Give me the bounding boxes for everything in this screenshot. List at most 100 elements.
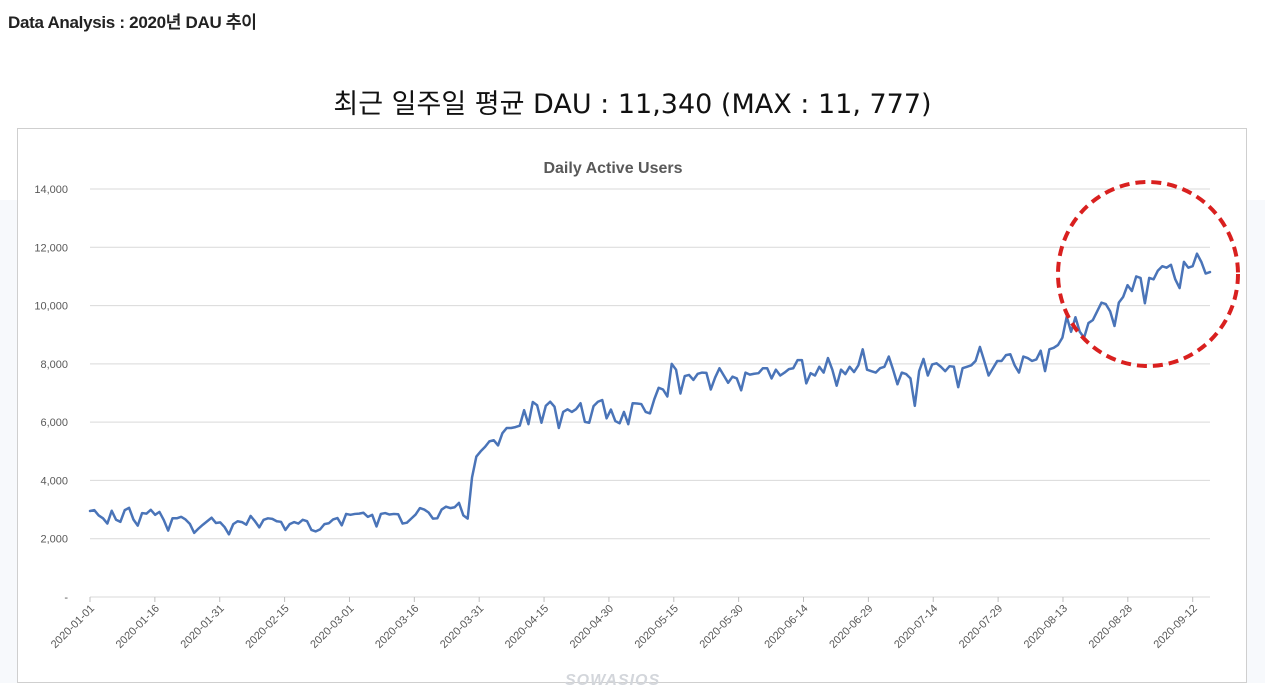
data-point	[328, 522, 330, 524]
data-point	[1013, 364, 1015, 366]
data-point	[1018, 371, 1020, 373]
data-point	[1191, 265, 1193, 267]
data-point	[1061, 336, 1063, 338]
data-point	[684, 375, 686, 377]
data-point	[1053, 347, 1055, 349]
data-point	[1170, 264, 1172, 266]
data-point	[631, 402, 633, 404]
data-point	[1165, 266, 1167, 268]
data-point	[297, 522, 299, 524]
data-point	[614, 420, 616, 422]
data-point	[592, 405, 594, 407]
data-point	[1031, 360, 1033, 362]
data-point	[128, 507, 130, 509]
data-point	[236, 520, 238, 522]
data-point	[831, 368, 833, 370]
x-tick-label: 2020-01-16	[114, 603, 162, 651]
gridlines	[90, 188, 1210, 598]
data-point	[427, 511, 429, 513]
watermark-text: SOWASIOS	[565, 672, 661, 689]
data-point	[124, 509, 126, 511]
data-point	[306, 520, 308, 522]
data-point	[111, 510, 113, 512]
data-point	[1100, 301, 1102, 303]
data-point	[983, 360, 985, 362]
y-tick-label: 12,000	[34, 242, 68, 254]
dau-summary-headline: 최근 일주일 평균 DAU : 11,340 (MAX : 11, 777)	[333, 89, 932, 120]
data-point	[862, 348, 864, 350]
y-tick-label: 8,000	[40, 359, 68, 371]
data-point	[471, 476, 473, 478]
data-point	[362, 512, 364, 514]
data-point	[957, 386, 959, 388]
data-point	[1000, 360, 1002, 362]
data-point	[206, 520, 208, 522]
y-tick-label: 10,000	[34, 301, 68, 313]
data-point	[775, 368, 777, 370]
data-point	[506, 427, 508, 429]
data-point	[137, 524, 139, 526]
data-point	[384, 512, 386, 514]
data-point	[89, 510, 91, 512]
data-point	[371, 514, 373, 516]
data-point	[948, 365, 950, 367]
data-point	[1074, 316, 1076, 318]
data-point	[493, 439, 495, 441]
data-point	[853, 371, 855, 373]
data-point	[241, 521, 243, 523]
data-point	[158, 511, 160, 513]
data-point	[1135, 275, 1137, 277]
data-point	[514, 426, 516, 428]
data-point	[953, 366, 955, 368]
data-point	[571, 411, 573, 413]
data-point	[727, 382, 729, 384]
data-point	[202, 524, 204, 526]
data-point	[349, 514, 351, 516]
y-tick-label: 14,000	[34, 184, 68, 196]
data-point	[844, 373, 846, 375]
data-point	[367, 516, 369, 518]
data-point	[197, 527, 199, 529]
data-point	[1109, 310, 1111, 312]
page-title: Data Analysis : 2020년 DAU 추이	[8, 13, 257, 32]
data-point	[636, 402, 638, 404]
data-point	[532, 401, 534, 403]
x-tick-label: 2020-08-13	[1022, 603, 1070, 651]
data-point	[597, 401, 599, 403]
data-point	[332, 518, 334, 520]
data-point	[805, 382, 807, 384]
dau-chart-card: Daily Active Users - 2,000 4,000 6,000 8,000…	[17, 128, 1247, 683]
data-point	[714, 376, 716, 378]
data-point	[692, 379, 694, 381]
data-point	[223, 526, 225, 528]
data-point	[579, 402, 581, 404]
data-point	[358, 512, 360, 514]
data-point	[388, 513, 390, 515]
y-tick-label: 6,000	[40, 417, 68, 429]
data-point	[549, 401, 551, 403]
data-point	[488, 440, 490, 442]
data-point	[723, 374, 725, 376]
data-point	[119, 521, 121, 523]
data-point	[354, 513, 356, 515]
data-point	[288, 523, 290, 525]
data-point	[1144, 302, 1146, 304]
data-point	[918, 370, 920, 372]
data-point	[987, 374, 989, 376]
data-point	[176, 517, 178, 519]
data-point	[1204, 272, 1206, 274]
x-tick-label: 2020-06-29	[827, 603, 875, 651]
data-point	[753, 373, 755, 375]
data-point	[319, 528, 321, 530]
data-point	[275, 520, 277, 522]
data-point	[770, 377, 772, 379]
data-point	[605, 417, 607, 419]
data-point	[1009, 353, 1011, 355]
data-point	[909, 377, 911, 379]
data-point	[449, 507, 451, 509]
data-point	[193, 532, 195, 534]
x-tick-label: 2020-05-15	[633, 603, 681, 651]
data-point	[788, 368, 790, 370]
data-point	[809, 372, 811, 374]
data-point	[822, 371, 824, 373]
